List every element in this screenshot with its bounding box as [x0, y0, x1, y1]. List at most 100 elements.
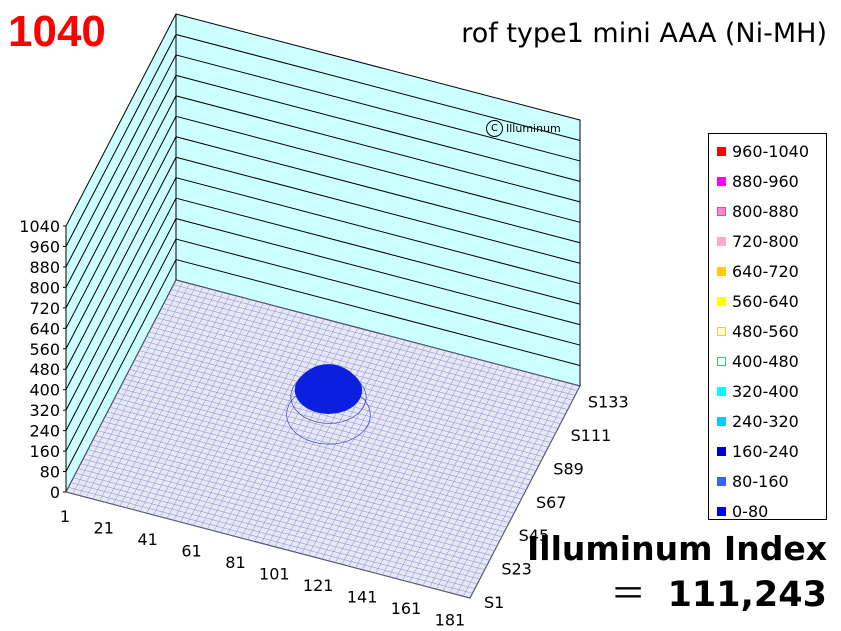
floor-mesh-line [254, 329, 365, 542]
floor-mesh-line [95, 435, 500, 542]
z-tick-label: 560 [29, 340, 60, 359]
z-gridline [65, 238, 581, 452]
floor-mesh-line [328, 348, 439, 562]
index-number: 111,243 [667, 575, 827, 615]
floor-mesh-line [200, 315, 311, 528]
chart-walls [65, 13, 581, 493]
z-tick-label: 400 [29, 381, 60, 400]
floor-mesh-line [375, 361, 486, 574]
floor-mesh-line [469, 385, 581, 599]
legend-item: 80-160 [709, 466, 826, 496]
floor-mesh-line [163, 303, 568, 410]
legend-item: 720-800 [709, 226, 826, 256]
floor-mesh-line [442, 378, 554, 592]
floor-mesh-line [92, 439, 497, 547]
floor-mesh-line [80, 463, 485, 570]
floor-mesh-line [281, 336, 392, 549]
legend-swatch [717, 446, 726, 456]
floor-mesh-line [153, 302, 264, 516]
watermark-text: Illuminum [506, 122, 561, 135]
floor-mesh-line [146, 301, 258, 514]
floor-mesh-line [193, 313, 305, 526]
legend-item: 320-400 [709, 376, 826, 406]
floor-mesh-line [402, 368, 513, 581]
z-tick-label: 80 [40, 463, 60, 482]
floor-mesh-line [388, 364, 500, 577]
floor-mesh-line [133, 297, 244, 510]
index-equals: ＝ [610, 575, 646, 615]
floor-mesh-line [240, 325, 352, 539]
floor-mesh-line [105, 416, 510, 523]
z-gridline [65, 115, 581, 329]
legend-item: 560-640 [709, 286, 826, 316]
chart-floor [65, 279, 581, 599]
legend-item: 400-480 [709, 346, 826, 376]
floor-mesh-line [102, 421, 507, 528]
floor-mesh-line [97, 430, 502, 537]
floor-mesh-line [119, 388, 524, 495]
floor-mesh-line [175, 279, 581, 387]
z-tick-label: 800 [29, 278, 60, 297]
z-tick-label: 880 [29, 258, 60, 277]
z-gridline [65, 136, 581, 349]
floor-mesh-line [107, 411, 512, 519]
floor-mesh-line [301, 341, 412, 554]
floor-mesh-line [382, 362, 493, 576]
legend-label: 400-480 [732, 351, 799, 371]
floor-mesh-line [87, 449, 493, 556]
floor-mesh-line [78, 468, 483, 575]
floor-mesh-line [267, 332, 379, 546]
floor-mesh-line [287, 338, 399, 551]
legend-item: 480-560 [709, 316, 826, 346]
floor-mesh-line [92, 286, 204, 500]
floor-mesh-line [234, 324, 345, 537]
legend-label: 240-320 [732, 411, 799, 431]
floor-mesh-line [227, 322, 338, 535]
y-tick-label: S133 [588, 393, 629, 412]
floor-mesh-line [75, 472, 480, 580]
floor-mesh-line [274, 334, 385, 547]
x-tick-label: 121 [303, 576, 334, 595]
x-tick-label: 161 [391, 599, 422, 618]
z-tick-label: 160 [29, 442, 60, 461]
floor-mesh-line [73, 477, 478, 585]
floor-mesh-line [122, 383, 527, 490]
legend-swatch [717, 356, 726, 366]
legend-label: 80-160 [732, 471, 789, 491]
floor-mesh-line [112, 292, 224, 505]
floor-mesh-line [314, 345, 426, 558]
floor-mesh-line [161, 308, 566, 415]
index-label: Illuminum Index [526, 529, 827, 568]
y-tick-label: S45 [519, 526, 550, 545]
copyright-icon: C [486, 120, 503, 137]
y-tick-label: S1 [484, 593, 504, 612]
x-tick-label: 81 [225, 553, 245, 572]
floor-mesh-line [106, 290, 217, 503]
floor-mesh-line [449, 380, 561, 593]
floor-mesh-line [166, 306, 278, 519]
legend-swatch [717, 326, 726, 336]
legend-label: 800-880 [732, 201, 799, 221]
legend-item: 640-720 [709, 256, 826, 286]
floor-mesh-line [220, 320, 332, 533]
floor-mesh-line [368, 359, 480, 572]
legend-item: 240-320 [709, 406, 826, 436]
legend-swatch [717, 266, 726, 276]
floor-mesh-line [348, 354, 460, 567]
floor-mesh-line [117, 392, 522, 500]
floor-mesh-line [99, 288, 210, 501]
floor-mesh-line [166, 298, 571, 406]
legend-label: 320-400 [732, 381, 799, 401]
legend-label: 640-720 [732, 261, 799, 281]
floor-mesh-line [362, 357, 473, 570]
legend-label: 480-560 [732, 321, 799, 341]
legend-swatch [717, 386, 726, 396]
floor-mesh-line [83, 458, 488, 566]
legend-label: 880-960 [732, 171, 799, 191]
floor-mesh-line [153, 322, 559, 429]
z-gridline [65, 156, 581, 370]
legend-swatch [717, 206, 726, 216]
x-tick-label: 141 [347, 588, 378, 607]
